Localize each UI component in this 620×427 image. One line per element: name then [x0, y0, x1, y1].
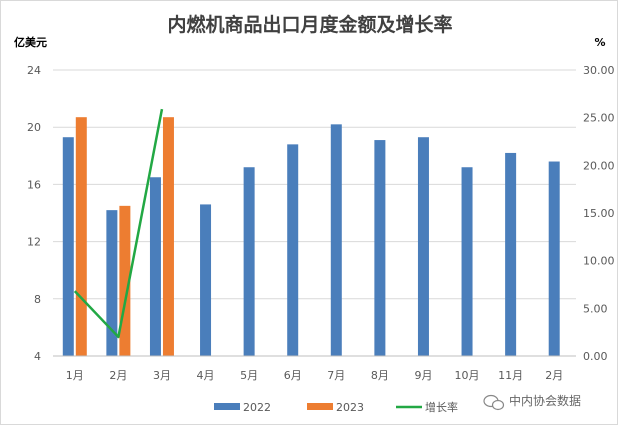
- x-tick-label: 5月: [240, 369, 258, 382]
- y-right-tick-label: 15.00: [583, 207, 615, 220]
- bar-2022: [149, 177, 161, 356]
- bar-2022: [374, 140, 386, 356]
- x-tick-label: 7月: [327, 369, 345, 382]
- legend-label: 2023: [336, 401, 364, 414]
- chart-title: 内燃机商品出口月度金额及增长率: [167, 13, 452, 36]
- bar-2023: [162, 117, 174, 356]
- legend-label: 2022: [243, 401, 271, 414]
- x-tick-label: 1月: [66, 369, 84, 382]
- y-right-tick-label: 30.00: [583, 64, 615, 77]
- watermark: 中内协会数据: [483, 393, 581, 411]
- y-right-tick-label: 10.00: [583, 255, 615, 268]
- x-tick-label: 3月: [153, 369, 171, 382]
- legend-swatch-2023: [307, 403, 333, 410]
- y-right-tick-label: 20.00: [583, 159, 615, 172]
- bars: [62, 117, 560, 356]
- x-tick-label: 11月: [498, 369, 523, 382]
- watermark-text: 中内协会数据: [509, 393, 581, 408]
- y-right-tick-label: 25.00: [583, 112, 615, 125]
- growth-line: [73, 108, 164, 339]
- bar-2022: [417, 137, 429, 356]
- bar-2022: [243, 167, 255, 356]
- left-axis-unit: 亿美元: [14, 35, 47, 49]
- bar-2022: [461, 167, 473, 356]
- legend: 2022 2023 增长率: [214, 400, 458, 414]
- bar-2022: [200, 204, 212, 356]
- right-axis-unit: %: [594, 36, 605, 49]
- y-left-tick-label: 20: [27, 121, 41, 134]
- wechat-icon: [483, 394, 505, 411]
- y-right-tick-label: 5.00: [583, 302, 608, 315]
- x-tick-label: 2月: [109, 369, 127, 382]
- bar-2022: [106, 210, 118, 356]
- x-tick-label: 10月: [455, 369, 480, 382]
- y-left-tick-label: 12: [27, 236, 41, 249]
- line-增长率: [73, 108, 164, 339]
- y-left-tick-label: 16: [27, 178, 41, 191]
- legend-swatch-2022: [214, 403, 240, 410]
- gridlines: [53, 69, 576, 357]
- bar-2022: [505, 152, 517, 356]
- x-tick-label: 8月: [371, 369, 389, 382]
- bar-2022: [330, 124, 342, 356]
- x-tick-label: 4月: [197, 369, 215, 382]
- y-left-tick-label: 24: [27, 64, 41, 77]
- bar-2023: [119, 205, 131, 356]
- legend-label: 增长率: [425, 400, 458, 414]
- bar-2022: [287, 144, 299, 356]
- x-tick-label: 9月: [414, 369, 432, 382]
- y-left-tick-label: 8: [34, 293, 41, 306]
- axes: 4 8 12 16 20 24 0.00 5.00 10.00 15.00 20.00 25.00 30…: [27, 64, 615, 382]
- bar-2022: [548, 161, 560, 356]
- y-right-tick-label: 0.00: [583, 350, 608, 363]
- bar-2022: [62, 137, 74, 356]
- x-tick-label: 6月: [284, 369, 302, 382]
- bar-2023: [75, 117, 87, 356]
- x-tick-label: 2月: [545, 369, 563, 382]
- y-left-tick-label: 4: [34, 350, 41, 363]
